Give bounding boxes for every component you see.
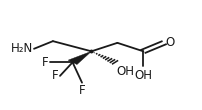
Text: O: O (165, 36, 174, 49)
Text: F: F (42, 56, 48, 69)
Text: F: F (78, 84, 85, 97)
Text: OH: OH (134, 69, 152, 82)
Text: F: F (52, 69, 58, 82)
Polygon shape (68, 51, 91, 64)
Text: H₂N: H₂N (11, 42, 33, 55)
Text: OH: OH (116, 65, 134, 78)
